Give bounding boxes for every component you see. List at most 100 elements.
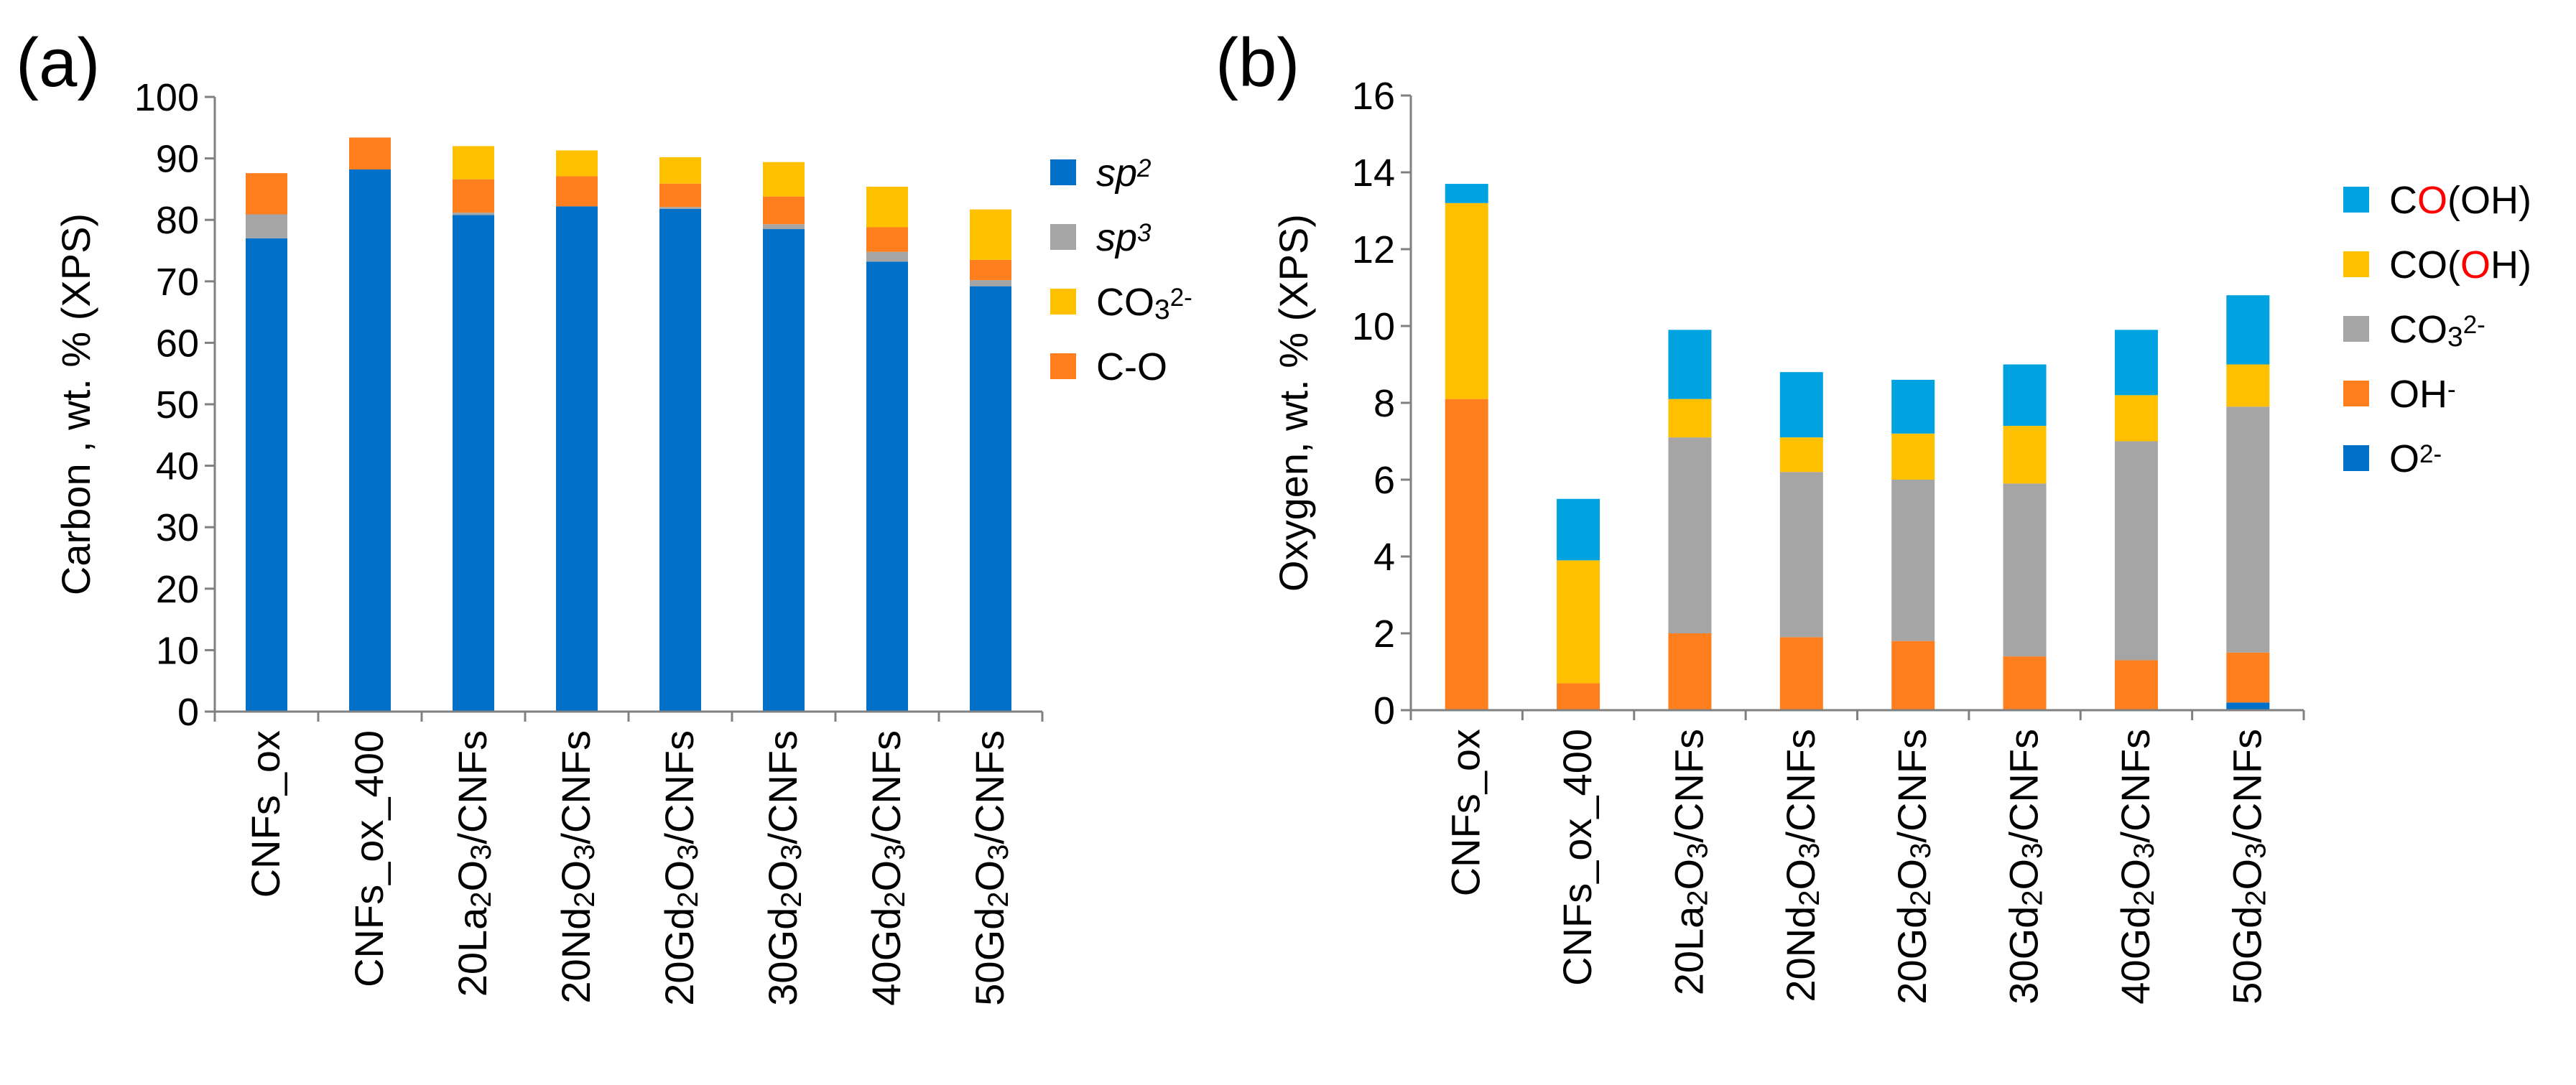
y-tick-label: 50 bbox=[156, 383, 199, 427]
x-category-label: 20Gd2O3/CNFs bbox=[657, 730, 704, 1006]
text-part: 20Gd bbox=[657, 908, 702, 1006]
legend-swatch bbox=[2343, 445, 2369, 471]
bar-segment bbox=[866, 251, 908, 262]
bar-segment bbox=[246, 173, 287, 215]
text-part: 20La bbox=[1666, 905, 1711, 995]
y-tick-label: 40 bbox=[156, 445, 199, 488]
x-category-label: 50Gd2O3/CNFs bbox=[967, 730, 1014, 1006]
text-part: O bbox=[2417, 179, 2447, 222]
bar-segment bbox=[453, 215, 494, 712]
bar-segment bbox=[453, 146, 494, 180]
text-part: 30Gd bbox=[2001, 906, 2047, 1005]
text-part: O bbox=[2224, 859, 2269, 890]
y-tick-label: 0 bbox=[1373, 689, 1395, 732]
text-part: 3 bbox=[569, 844, 601, 860]
legend-swatch bbox=[1050, 224, 1076, 250]
bar-segment bbox=[1668, 633, 1712, 710]
y-tick-label: 14 bbox=[1352, 152, 1395, 195]
bar-segment bbox=[866, 227, 908, 252]
text-part: - bbox=[2447, 376, 2456, 404]
bar-segment bbox=[763, 162, 805, 197]
bar-segment bbox=[2226, 364, 2270, 407]
legend-label: C-O bbox=[1096, 345, 1167, 388]
text-part: /CNFs bbox=[553, 730, 598, 844]
text-part: /CNFs bbox=[2113, 729, 2158, 843]
bar-segment bbox=[970, 286, 1011, 712]
bar-segment bbox=[659, 183, 701, 208]
text-part: O bbox=[2113, 859, 2158, 890]
text-part: 2 bbox=[465, 891, 497, 907]
text-part: CNFs_ox bbox=[1443, 729, 1488, 896]
legend-swatch bbox=[1050, 159, 1076, 185]
text-part: /CNFs bbox=[2224, 729, 2269, 843]
y-tick-label: 60 bbox=[156, 322, 199, 365]
bar-segment bbox=[2114, 660, 2158, 710]
y-tick-label: 10 bbox=[156, 629, 199, 672]
text-part: O bbox=[760, 860, 805, 892]
text-part: 2 bbox=[2016, 890, 2048, 905]
text-part: 30Gd bbox=[760, 908, 805, 1006]
text-part: O bbox=[553, 860, 598, 892]
bar-segment bbox=[1668, 399, 1712, 438]
text-part: C bbox=[2389, 179, 2417, 222]
text-part: 2 bbox=[1682, 890, 1713, 905]
bar-segment bbox=[659, 157, 701, 184]
text-part: O bbox=[657, 860, 702, 892]
text-part: O bbox=[967, 860, 1012, 892]
x-category-label: CNFs_ox_400 bbox=[1555, 729, 1600, 986]
bar-segment bbox=[556, 150, 598, 177]
text-part: O bbox=[2001, 859, 2047, 890]
text-part: 2 bbox=[776, 891, 807, 907]
bar-segment bbox=[970, 259, 1011, 281]
y-tick-label: 4 bbox=[1373, 536, 1395, 579]
bar-segment bbox=[556, 176, 598, 207]
legend-swatch bbox=[2343, 381, 2369, 406]
text-part: 2 bbox=[1905, 890, 1937, 905]
text-part: CNFs_ox_400 bbox=[1555, 729, 1600, 986]
text-part: CNFs_ox bbox=[243, 730, 288, 898]
y-tick-label: 30 bbox=[156, 506, 199, 549]
text-part: 20Gd bbox=[1889, 906, 1935, 1005]
legend-label: O2- bbox=[2389, 437, 2442, 480]
bar-segment bbox=[866, 261, 908, 712]
bar-segment bbox=[1891, 379, 1935, 434]
legend-label: CO32- bbox=[2389, 308, 2485, 353]
bar-segment bbox=[2226, 406, 2270, 653]
y-tick-label: 16 bbox=[1352, 75, 1395, 118]
text-part: CO( bbox=[2389, 243, 2460, 287]
bar-segment bbox=[2003, 656, 2047, 710]
bar-segment bbox=[1779, 472, 1823, 638]
text-part: 2 bbox=[1793, 890, 1825, 905]
bar-segment bbox=[1557, 560, 1600, 684]
bar-segment bbox=[1891, 480, 1935, 641]
y-tick-label: 6 bbox=[1373, 459, 1395, 502]
bar-segment bbox=[2114, 330, 2158, 396]
text-part: /CNFs bbox=[1889, 729, 1935, 843]
text-part: 3 bbox=[2016, 843, 2048, 859]
text-part: 3 bbox=[2447, 322, 2463, 353]
text-part: C-O bbox=[1096, 345, 1167, 388]
y-tick-label: 2 bbox=[1373, 613, 1395, 656]
text-part: 20Nd bbox=[1778, 906, 1823, 1002]
bar-segment bbox=[763, 196, 805, 225]
text-part: 40Gd bbox=[2113, 906, 2158, 1005]
text-part: 20La bbox=[450, 907, 495, 997]
bar-segment bbox=[1891, 433, 1935, 480]
y-tick-label: 100 bbox=[134, 76, 199, 119]
bar-segment bbox=[246, 238, 287, 712]
text-part: sp bbox=[1096, 216, 1137, 259]
text-part: 40Gd bbox=[863, 908, 909, 1006]
legend-label: CO(OH) bbox=[2389, 243, 2531, 287]
text-part: 2 bbox=[1136, 154, 1151, 182]
y-tick-label: 20 bbox=[156, 568, 199, 611]
bar-segment bbox=[970, 209, 1011, 260]
text-part: 2 bbox=[672, 891, 704, 907]
text-part: CO bbox=[2389, 308, 2447, 351]
x-category-label: 30Gd2O3/CNFs bbox=[2001, 729, 2049, 1005]
bar-segment bbox=[349, 137, 391, 170]
x-category-label: 20Nd2O3/CNFs bbox=[1778, 729, 1825, 1002]
bar-segment bbox=[2003, 364, 2047, 427]
bar-segment bbox=[1668, 437, 1712, 633]
bar-segment bbox=[1779, 637, 1823, 710]
